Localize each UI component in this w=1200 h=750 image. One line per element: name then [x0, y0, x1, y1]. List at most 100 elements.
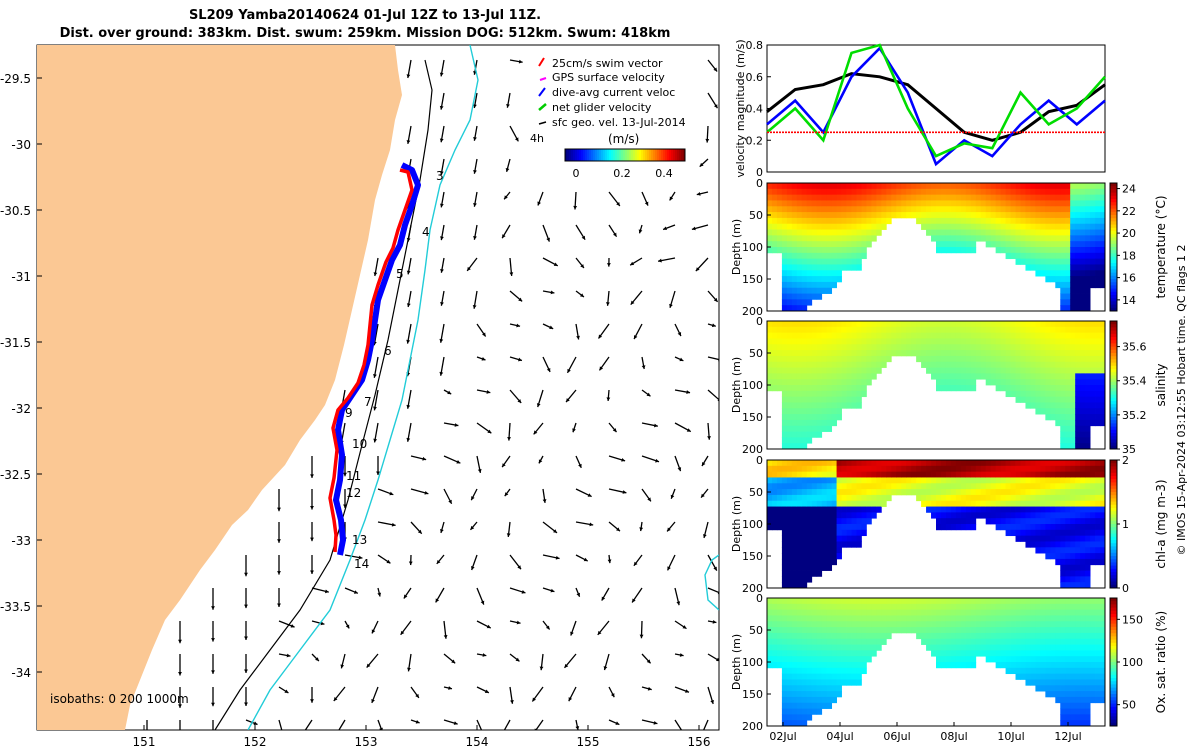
- section-cell: [806, 714, 813, 721]
- section-cell: [970, 627, 977, 634]
- section-cell: [816, 361, 823, 368]
- section-cell: [1015, 644, 1021, 651]
- section-cell: [846, 500, 852, 507]
- section-cell: [916, 206, 922, 213]
- section-cell: [856, 494, 862, 502]
- section-cell: [801, 217, 808, 225]
- section-cell: [1015, 223, 1021, 230]
- section-cell: [851, 183, 857, 190]
- section-cell: [1045, 691, 1051, 698]
- section-cell: [811, 524, 818, 531]
- section-cell: [1045, 512, 1051, 519]
- section-cell: [1040, 390, 1046, 398]
- colorbar-swatch: [663, 149, 666, 161]
- section-cell: [781, 443, 788, 450]
- section-cell: [1065, 379, 1071, 386]
- colorbar-swatch: [653, 149, 656, 161]
- colorbar-swatch: [641, 149, 644, 161]
- section-cell: [1070, 281, 1076, 289]
- section-cell: [806, 460, 813, 467]
- section-cell: [786, 603, 793, 611]
- section-cell: [931, 194, 937, 201]
- velocity-arrow: [641, 653, 652, 664]
- section-cell: [916, 188, 922, 196]
- section-cell: [955, 247, 962, 254]
- section-cell: [1020, 471, 1026, 478]
- velocity-arrow: [630, 290, 643, 306]
- section-cell: [811, 547, 818, 554]
- section-cell: [791, 223, 798, 230]
- section-cell: [821, 483, 828, 490]
- section-cell: [1050, 396, 1056, 403]
- section-cell: [816, 344, 823, 351]
- section-cell: [846, 247, 852, 254]
- section-cell: [806, 621, 813, 628]
- section-colorbar-swatch: [1110, 697, 1117, 701]
- section-cell: [846, 321, 852, 328]
- section-cell: [806, 696, 813, 704]
- section-cell: [821, 518, 828, 525]
- section-cell: [1035, 344, 1041, 351]
- section-cell: [1015, 650, 1021, 657]
- section-cell: [1070, 471, 1076, 478]
- section-cell: [1070, 489, 1076, 496]
- colorbar-swatch: [629, 149, 632, 161]
- section-cell: [1015, 598, 1021, 605]
- section-cell: [936, 656, 942, 663]
- velocity-arrow: [533, 422, 544, 435]
- section-cell: [955, 512, 962, 519]
- section-cell: [1040, 408, 1046, 415]
- section-cell: [811, 564, 818, 571]
- section-cell: [771, 332, 778, 339]
- section-cell: [1035, 241, 1041, 248]
- colorbar-swatch: [657, 149, 660, 161]
- section-cell: [791, 506, 798, 513]
- section-cell: [940, 188, 947, 196]
- section-cell: [791, 518, 798, 525]
- section-cell: [906, 200, 912, 207]
- section-colorbar-swatch: [1110, 205, 1117, 210]
- section-cell: [1000, 350, 1006, 357]
- section-cell: [1030, 373, 1036, 380]
- section-ylabel: Depth (m): [730, 219, 743, 275]
- section-cell: [965, 326, 972, 334]
- section-cell: [1045, 252, 1051, 260]
- section-cell: [1060, 685, 1066, 692]
- section-cell: [1055, 524, 1061, 531]
- section-colorbar-swatch: [1110, 282, 1117, 286]
- section-cell: [821, 235, 828, 242]
- section-cell: [767, 367, 773, 374]
- section-colorbar-swatch: [1110, 288, 1117, 293]
- section-cell: [821, 258, 828, 265]
- section-cell: [786, 570, 793, 577]
- section-cell: [960, 321, 967, 328]
- section-colorbar-swatch: [1110, 633, 1117, 637]
- section-cell: [1020, 673, 1026, 680]
- section-cell: [1075, 535, 1081, 542]
- section-cell: [980, 471, 987, 478]
- section-cell: [791, 281, 798, 289]
- section-cell: [945, 477, 952, 484]
- section-cell: [781, 188, 788, 196]
- section-cell: [1100, 615, 1106, 622]
- section-cell: [1090, 264, 1096, 271]
- section-cell: [1025, 627, 1031, 634]
- section-cell: [781, 270, 788, 277]
- section-cell: [841, 535, 847, 542]
- section-cell: [876, 483, 882, 490]
- section-cell: [1075, 229, 1081, 236]
- section-cell: [796, 385, 803, 392]
- section-cell: [990, 241, 997, 248]
- section-cell: [1030, 656, 1036, 663]
- section-cell: [861, 379, 867, 386]
- section-cell: [791, 570, 798, 577]
- section-cell: [1055, 696, 1061, 704]
- section-cell: [806, 367, 813, 374]
- section-cell: [1085, 483, 1091, 490]
- velocity-arrow: [476, 719, 483, 730]
- velocity-arrow: [476, 389, 491, 394]
- section-cell: [896, 183, 902, 190]
- section-cell: [881, 460, 887, 467]
- velocity-arrow: [570, 620, 577, 636]
- section-cell: [1065, 258, 1071, 265]
